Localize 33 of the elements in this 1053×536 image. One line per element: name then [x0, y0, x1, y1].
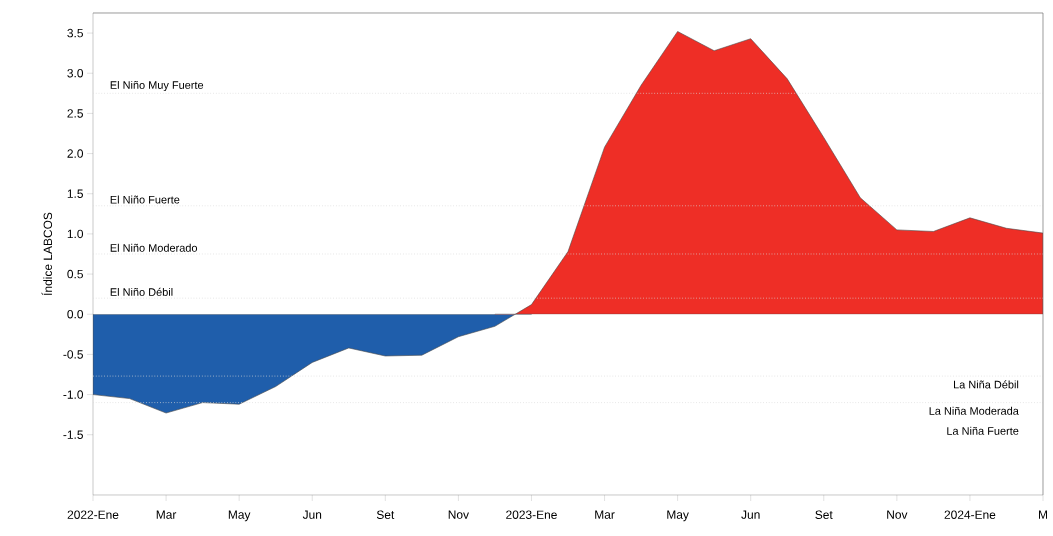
y-tick-label: -1.0 [63, 390, 84, 399]
ref-line-label: La Niña Débil [954, 380, 1019, 389]
x-tick-label: Jun [302, 510, 322, 519]
y-tick-label: 2.5 [67, 109, 83, 118]
y-tick-label: 2.0 [67, 149, 84, 158]
ref-line-label: La Niña Moderada [929, 406, 1019, 415]
y-tick-label: -0.5 [63, 350, 83, 359]
y-axis-title: Índice LABCOS [41, 212, 53, 296]
ref-line-label: El Niño Fuerte [110, 195, 180, 204]
y-tick-label: 3.5 [67, 28, 83, 38]
x-tick-label: Nov [448, 510, 469, 519]
x-tick-label: May [667, 510, 689, 522]
y-tick-label: 3.0 [67, 69, 84, 78]
y-tick-label: 1.5 [67, 189, 83, 198]
x-tick-label: Mar [595, 510, 615, 519]
x-tick-label: Mar [156, 510, 177, 519]
y-tick-label: 1.0 [67, 229, 84, 239]
x-tick-label: 2022-Ene [67, 510, 119, 519]
x-tick-label: Jun [741, 510, 760, 519]
y-tick-label: 0.5 [67, 269, 83, 279]
y-tick-label: 0.0 [67, 310, 84, 319]
annotation: La Niña Fuerte [947, 426, 1019, 435]
x-tick-label: 2023-Ene [506, 510, 557, 519]
y-tick-label: -1.5 [63, 430, 83, 439]
x-tick-label: May [228, 510, 251, 522]
x-tick-label: M [1039, 510, 1047, 519]
ref-line-label: El Niño Muy Fuerte [110, 80, 204, 92]
x-tick-label: 2024-Ene [944, 510, 996, 519]
x-tick-label: Set [376, 510, 395, 519]
x-tick-label: Set [815, 510, 833, 519]
x-tick-label: Nov [887, 510, 908, 519]
ref-line-label: El Niño Débil [110, 287, 173, 296]
ref-line-label: El Niño Moderado [110, 243, 198, 252]
